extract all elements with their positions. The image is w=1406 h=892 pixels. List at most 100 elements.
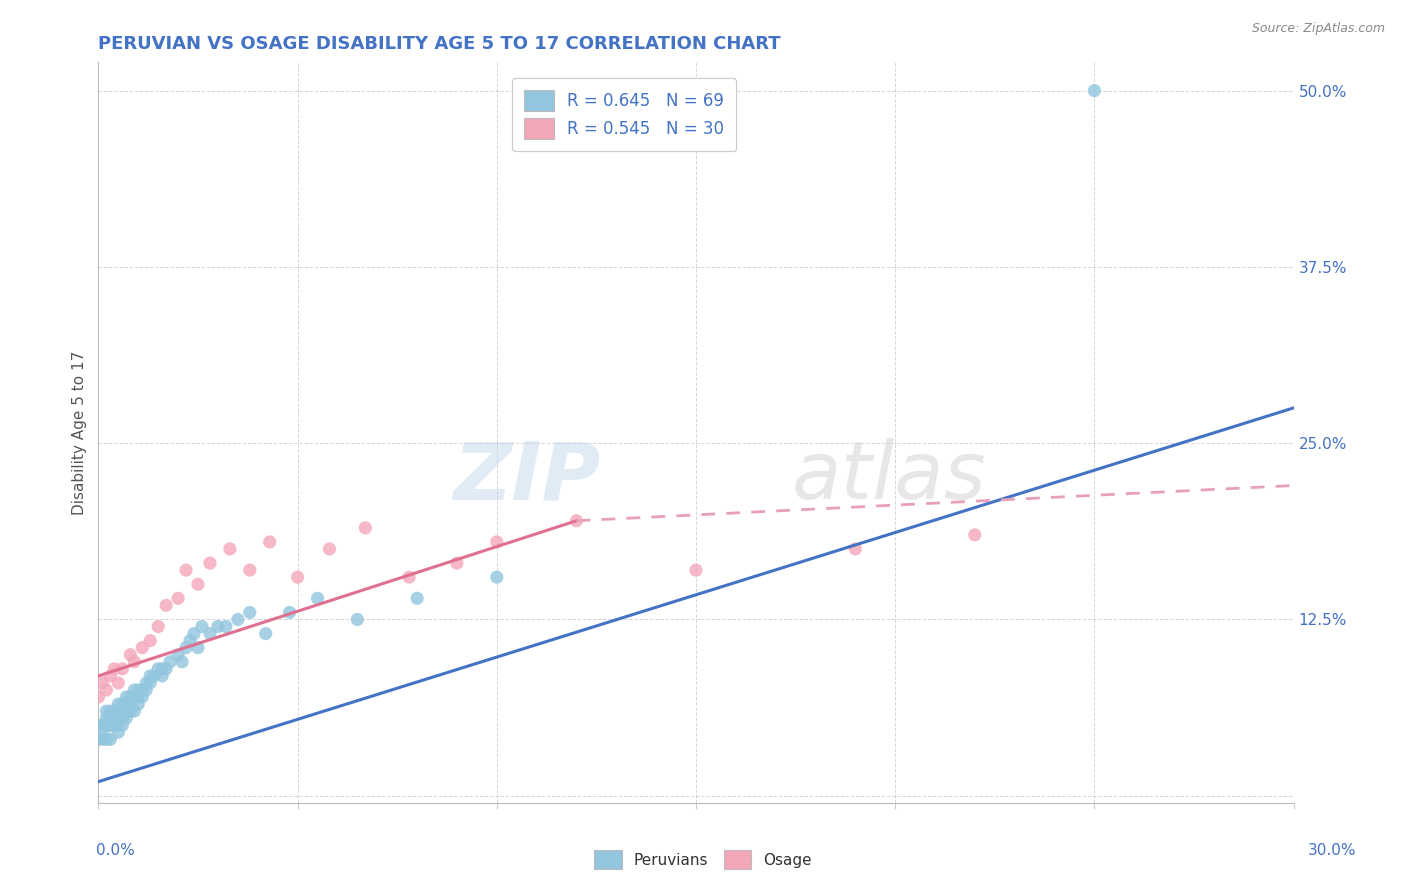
Point: [107, 711, 129, 725]
Text: Source: ZipAtlas.com: Source: ZipAtlas.com: [1251, 22, 1385, 36]
Point: [98, 711, 122, 725]
Point: [183, 626, 205, 640]
Point: [107, 725, 129, 739]
Point: [96, 732, 118, 747]
Point: [120, 648, 142, 662]
Point: [135, 676, 157, 690]
Point: [346, 612, 368, 626]
Point: [115, 697, 138, 711]
Point: [685, 563, 707, 577]
Point: [124, 704, 146, 718]
Point: [354, 521, 377, 535]
Point: [139, 669, 162, 683]
Text: 30.0%: 30.0%: [1309, 843, 1357, 858]
Point: [103, 711, 125, 725]
Point: [174, 640, 197, 655]
Point: [207, 619, 229, 633]
Point: [131, 640, 153, 655]
Point: [115, 690, 138, 704]
Point: [226, 612, 249, 626]
Point: [239, 563, 262, 577]
Text: atlas: atlas: [792, 438, 987, 516]
Point: [96, 683, 118, 698]
Point: [124, 690, 146, 704]
Point: [103, 718, 125, 732]
Point: [179, 633, 201, 648]
Point: [259, 535, 281, 549]
Point: [107, 697, 129, 711]
Point: [191, 619, 214, 633]
Point: [963, 528, 986, 542]
Point: [87, 690, 110, 704]
Point: [91, 718, 114, 732]
Point: [127, 683, 149, 698]
Point: [172, 655, 194, 669]
Point: [127, 697, 149, 711]
Point: [91, 725, 114, 739]
Point: [287, 570, 309, 584]
Point: [187, 640, 209, 655]
Point: [150, 662, 173, 676]
Point: [485, 535, 508, 549]
Point: [98, 669, 122, 683]
Point: [150, 669, 173, 683]
Point: [98, 718, 122, 732]
Point: [120, 690, 142, 704]
Point: [120, 704, 142, 718]
Point: [111, 704, 134, 718]
Point: [159, 655, 181, 669]
Point: [148, 662, 170, 676]
Point: [406, 591, 429, 606]
Point: [135, 683, 157, 698]
Text: ZIP: ZIP: [453, 438, 600, 516]
Point: [98, 718, 122, 732]
Point: [115, 711, 138, 725]
Point: [107, 704, 129, 718]
Point: [96, 704, 118, 718]
Point: [167, 591, 190, 606]
Point: [107, 676, 129, 690]
Point: [155, 599, 177, 613]
Point: [91, 718, 114, 732]
Point: [167, 648, 190, 662]
Point: [98, 704, 122, 718]
Point: [307, 591, 329, 606]
Text: PERUVIAN VS OSAGE DISABILITY AGE 5 TO 17 CORRELATION CHART: PERUVIAN VS OSAGE DISABILITY AGE 5 TO 17…: [98, 35, 782, 53]
Point: [198, 626, 221, 640]
Point: [148, 619, 170, 633]
Point: [111, 662, 134, 676]
Point: [398, 570, 420, 584]
Point: [103, 704, 125, 718]
Point: [139, 633, 162, 648]
Point: [239, 606, 262, 620]
Point: [1083, 84, 1105, 98]
Point: [131, 690, 153, 704]
Point: [96, 711, 118, 725]
Point: [187, 577, 209, 591]
Legend: Peruvians, Osage: Peruvians, Osage: [588, 844, 818, 875]
Text: 0.0%: 0.0%: [96, 843, 135, 858]
Point: [87, 732, 110, 747]
Point: [91, 676, 114, 690]
Point: [91, 732, 114, 747]
Point: [143, 669, 166, 683]
Point: [111, 718, 134, 732]
Point: [139, 676, 162, 690]
Point: [124, 683, 146, 698]
Point: [103, 662, 125, 676]
Point: [219, 541, 242, 556]
Point: [198, 556, 221, 570]
Point: [278, 606, 301, 620]
Point: [111, 711, 134, 725]
Point: [98, 732, 122, 747]
Point: [111, 697, 134, 711]
Point: [155, 662, 177, 676]
Point: [124, 655, 146, 669]
Point: [215, 619, 238, 633]
Point: [127, 690, 149, 704]
Point: [318, 541, 340, 556]
Point: [565, 514, 588, 528]
Point: [844, 541, 866, 556]
Point: [254, 626, 277, 640]
Point: [485, 570, 508, 584]
